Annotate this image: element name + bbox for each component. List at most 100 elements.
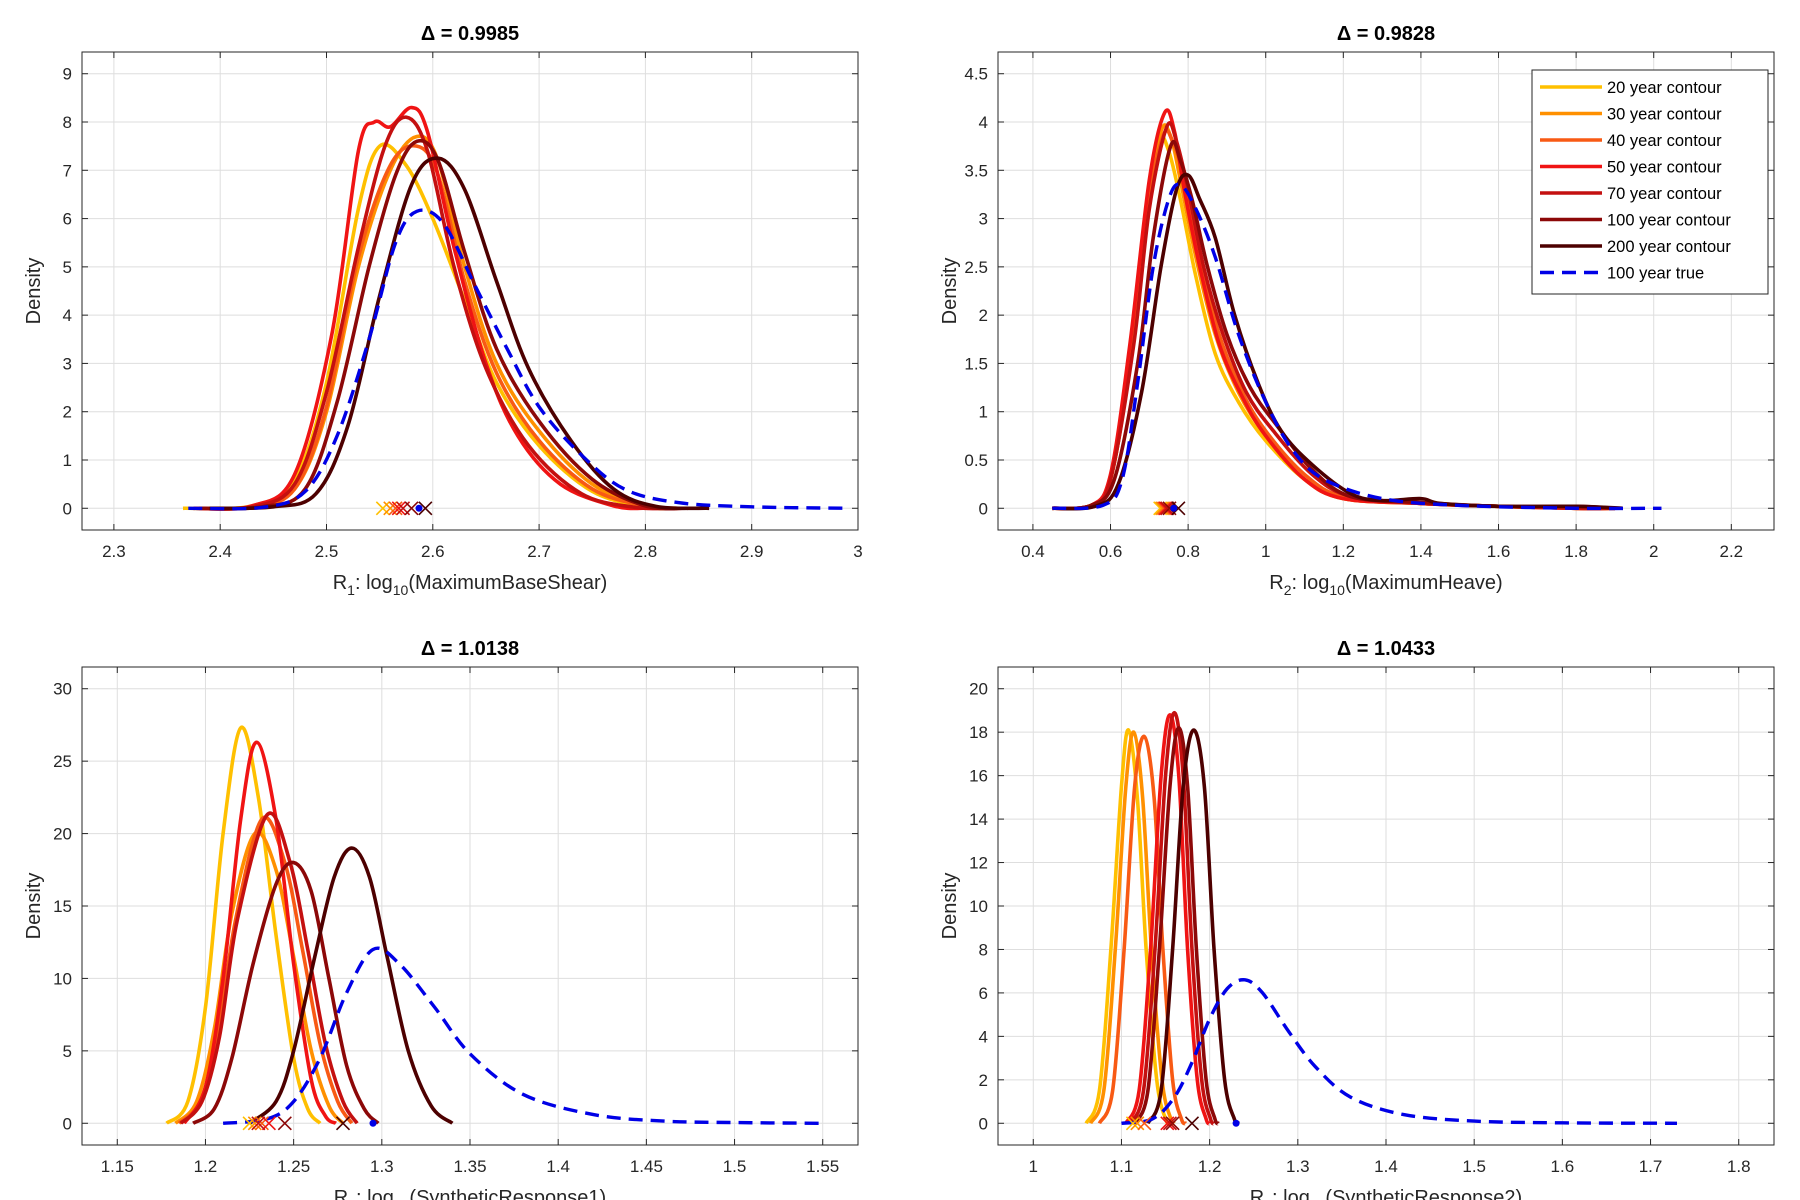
x-tick-label: 1.25 — [277, 1157, 310, 1176]
mean-marker-x — [1171, 501, 1186, 516]
mean-marker-dot — [369, 1119, 377, 1127]
y-tick-label: 12 — [969, 854, 988, 873]
y-axis-label: Density — [939, 258, 961, 325]
subplot-3: 1.15 1.2 1.25 1.3 1.35 1.4 1.45 1.5 1.55 0 5 10 15 20… — [23, 638, 859, 1200]
mean-marker-x — [1160, 501, 1175, 516]
x-tick-label: 1.6 — [1551, 1157, 1575, 1176]
x-tick-label: 2 — [1649, 542, 1658, 561]
x-tick-label: 1.2 — [1198, 1157, 1222, 1176]
mean-marker-x — [247, 1116, 262, 1131]
y-tick-label: 20 — [969, 680, 988, 699]
series-line-6 — [192, 860, 380, 1125]
y-tick-label: 30 — [53, 680, 72, 699]
legend-label: 100 year contour — [1607, 212, 1731, 230]
x-tick-label: 1.35 — [453, 1157, 486, 1176]
x-axis-label: R2: log10(MaximumHeave) — [1269, 572, 1502, 598]
y-tick-label: 4 — [63, 306, 72, 325]
y-tick-label: 2 — [63, 403, 72, 422]
series-line-7 — [209, 156, 710, 511]
y-tick-label: 2 — [979, 1071, 988, 1090]
x-tick-label: 1.5 — [1462, 1157, 1486, 1176]
mean-marker-x — [1155, 501, 1170, 516]
mean-marker-x — [388, 501, 403, 516]
series-group — [1052, 108, 1662, 511]
y-tick-label: 20 — [53, 825, 72, 844]
axes-frame — [81, 51, 859, 531]
series-line-4 — [182, 740, 337, 1125]
mean-marker-x — [251, 1116, 266, 1131]
y-tick-label: 5 — [63, 1042, 72, 1061]
x-tick-label: 1.6 — [1487, 542, 1511, 561]
y-tick-label: 9 — [63, 65, 72, 84]
series-line-8 — [222, 946, 820, 1125]
series-line-8 — [1052, 182, 1662, 511]
mean-marker-x — [1184, 1116, 1200, 1131]
x-tick-label: 1.4 — [1374, 1157, 1398, 1176]
y-tick-label: 8 — [979, 940, 988, 959]
x-tick-label: 1.45 — [630, 1157, 663, 1176]
y-axis-label: Density — [939, 873, 961, 940]
chart-title: Δ = 1.0138 — [421, 638, 519, 660]
y-tick-label: 3 — [979, 210, 988, 229]
y-tick-label: 2 — [979, 306, 988, 325]
x-tick-label: 2.5 — [315, 542, 339, 561]
x-tick-label: 1.3 — [1286, 1157, 1310, 1176]
x-tick-label: 1.15 — [101, 1157, 134, 1176]
x-tick-label: 0.8 — [1176, 542, 1200, 561]
series-line-3 — [1097, 734, 1188, 1126]
x-tick-label: 2.6 — [421, 542, 445, 561]
y-tick-label: 4 — [979, 113, 988, 132]
legend-label: 20 year contour — [1607, 79, 1722, 97]
y-tick-label: 5 — [63, 258, 72, 277]
subplot-1: 2.3 2.4 2.5 2.6 2.7 2.8 2.9 3 0 1 2 3 4 5 6 7 8 9 Δ = 0.99… — [23, 23, 863, 598]
legend-label: 100 year true — [1607, 265, 1704, 283]
y-tick-label: 18 — [969, 723, 988, 742]
x-axis-label: R4: log10(SyntheticResponse2) — [1250, 1187, 1522, 1200]
y-tick-label: 25 — [53, 752, 72, 771]
mean-marker-x — [1130, 1116, 1145, 1131]
y-tick-label: 3.5 — [964, 161, 988, 180]
series-line-4 — [193, 105, 646, 511]
legend-label: 50 year contour — [1607, 159, 1722, 177]
x-tick-label: 1.2 — [1331, 542, 1355, 561]
mean-marker-x — [1125, 1116, 1140, 1131]
y-tick-label: 1.5 — [964, 354, 988, 373]
x-axis-label: R3: log10(SyntheticResponse1) — [334, 1187, 606, 1200]
mean-marker-x — [375, 501, 390, 516]
y-tick-label: 4.5 — [964, 65, 988, 84]
axes-frame — [997, 51, 1775, 531]
series-line-7 — [248, 846, 454, 1125]
series-line-1 — [1084, 728, 1172, 1126]
legend-label: 200 year contour — [1607, 238, 1731, 256]
y-tick-label: 0 — [979, 1114, 988, 1133]
series-group — [1084, 710, 1678, 1126]
x-tick-label: 1.8 — [1564, 542, 1588, 561]
x-tick-label: 1.7 — [1639, 1157, 1663, 1176]
y-tick-label: 0 — [63, 499, 72, 518]
mean-marker-dot — [1232, 1119, 1240, 1127]
x-tick-label: 2.9 — [740, 542, 764, 561]
x-tick-label: 0.4 — [1021, 542, 1045, 561]
x-tick-label: 2.4 — [208, 542, 232, 561]
x-tick-label: 1.8 — [1727, 1157, 1751, 1176]
x-tick-label: 2.3 — [102, 542, 126, 561]
y-axis-label: Density — [23, 258, 45, 325]
y-tick-label: 2.5 — [964, 258, 988, 277]
y-tick-label: 15 — [53, 897, 72, 916]
series-group — [182, 105, 848, 511]
subplot-2: 0.4 0.6 0.8 1 1.2 1.4 1.6 1.8 2 2.2 0 0.5 1 1.5 2 2.5 3 3… — [939, 23, 1775, 598]
chart-title: Δ = 1.0433 — [1337, 638, 1435, 660]
series-line-6 — [1133, 726, 1221, 1126]
x-tick-label: 1.4 — [546, 1157, 570, 1176]
y-tick-label: 6 — [63, 210, 72, 229]
mean-marker-dot — [1170, 504, 1178, 512]
x-tick-label: 1.2 — [194, 1157, 218, 1176]
y-tick-label: 14 — [969, 810, 988, 829]
x-tick-label: 3 — [853, 542, 862, 561]
subplot-4: 1 1.1 1.2 1.3 1.4 1.5 1.6 1.7 1.8 0 2 4 6 8 10 12 14 16 18… — [939, 638, 1775, 1200]
series-group — [165, 725, 820, 1125]
x-tick-label: 1.5 — [723, 1157, 747, 1176]
mean-marker-x — [261, 1116, 277, 1131]
y-tick-label: 1 — [979, 403, 988, 422]
